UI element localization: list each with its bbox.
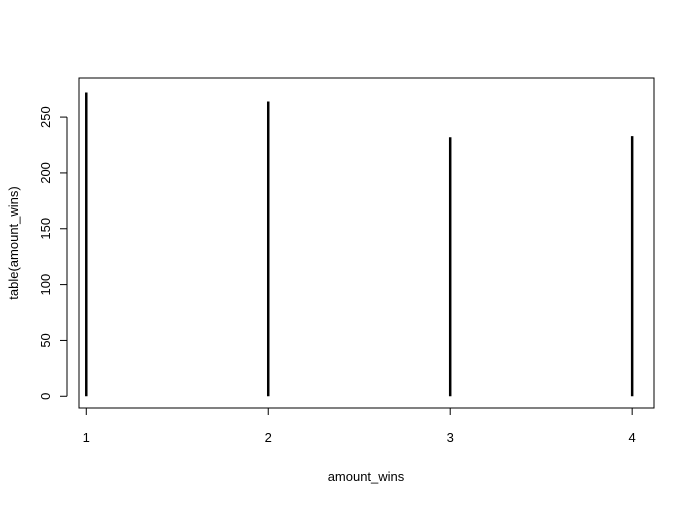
y-tick-label: 150 [38, 218, 53, 240]
y-tick-label: 0 [38, 393, 53, 400]
x-tick-label: 1 [83, 430, 90, 445]
y-tick-label: 200 [38, 162, 53, 184]
x-axis: 1 2 3 4 [83, 407, 636, 445]
y-tick-label: 50 [38, 333, 53, 347]
plot-frame [78, 77, 655, 409]
x-tick-label: 4 [629, 430, 636, 445]
x-tick-label: 2 [265, 430, 272, 445]
x-tick-label: 3 [447, 430, 454, 445]
y-tick-label: 100 [38, 274, 53, 296]
x-axis-title: amount_wins [328, 469, 405, 484]
y-axis-title: table(amount_wins) [6, 186, 21, 299]
y-tick-label: 250 [38, 106, 53, 128]
bars [85, 92, 634, 397]
y-axis: 0 50 100 150 200 250 [38, 106, 68, 400]
